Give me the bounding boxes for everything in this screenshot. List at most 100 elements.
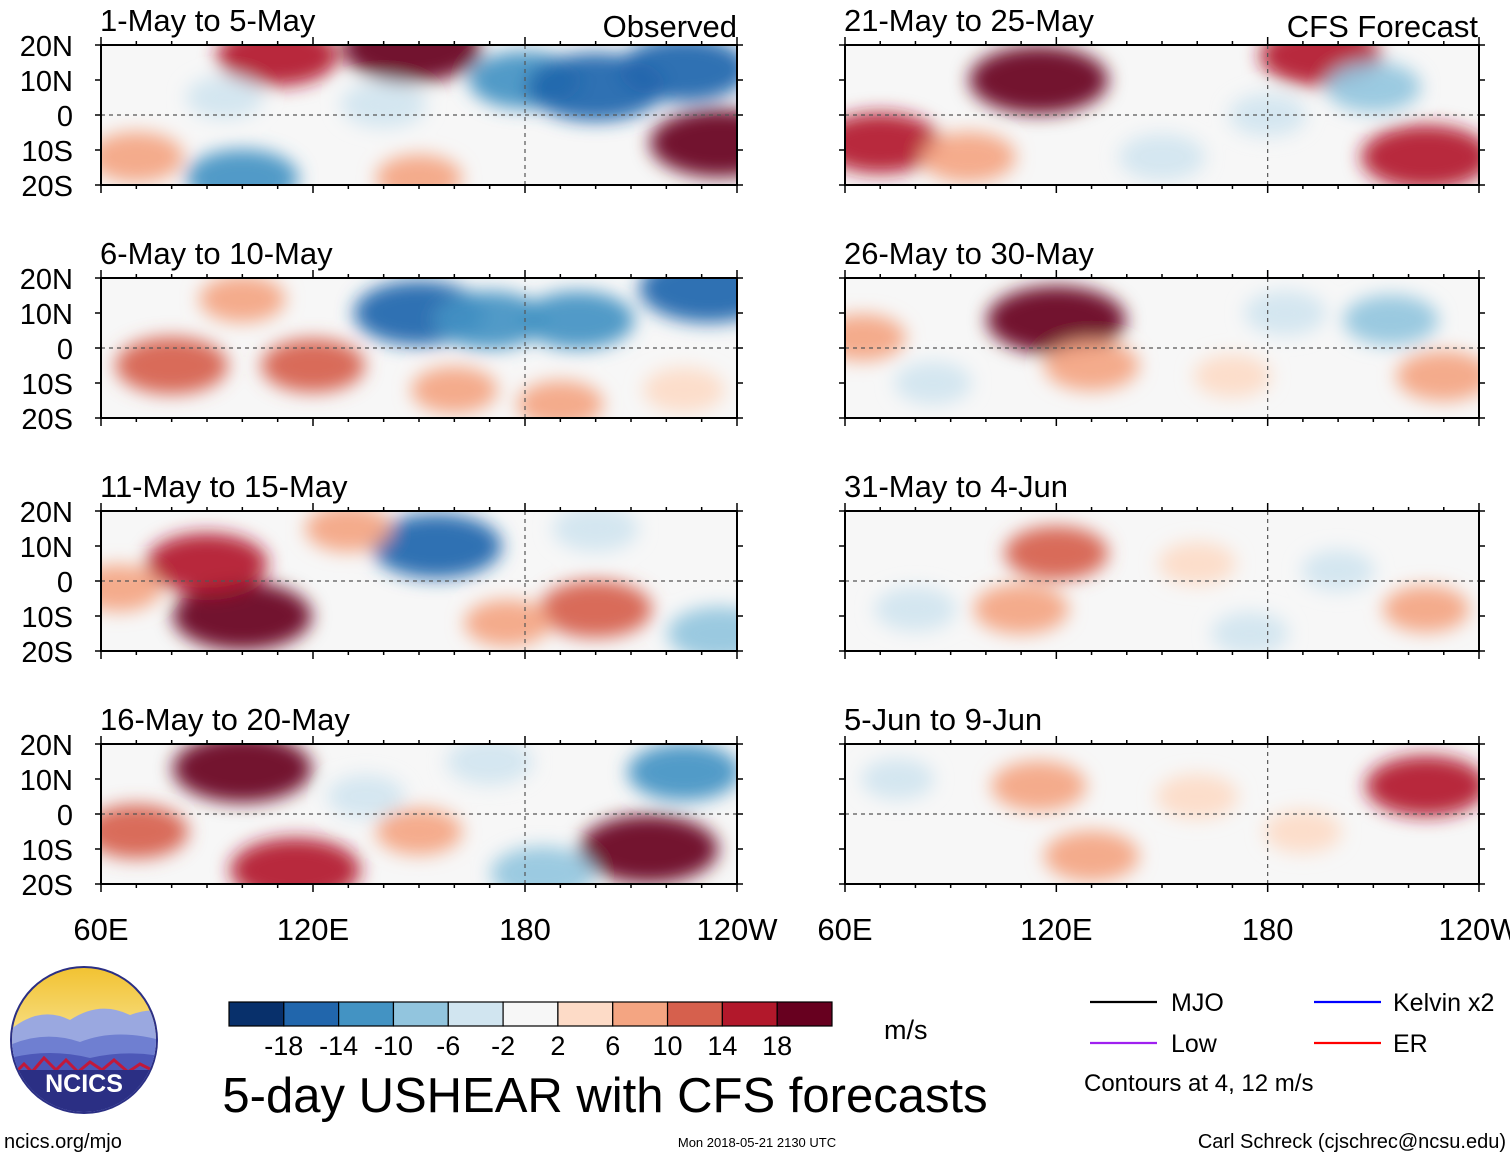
anomaly-mark bbox=[371, 513, 502, 579]
colorbar-swatch bbox=[228, 1001, 285, 1027]
anomaly-mark bbox=[101, 131, 184, 183]
anomaly-mark bbox=[1325, 61, 1421, 113]
anomaly-mark bbox=[101, 564, 162, 612]
y-tick-label: 10N bbox=[20, 66, 73, 98]
anomaly-mark bbox=[433, 291, 547, 349]
anomaly-mark bbox=[1043, 830, 1140, 882]
colorbar-swatch bbox=[447, 1001, 504, 1027]
anomaly-mark bbox=[172, 744, 312, 803]
x-tick-label: 120W bbox=[697, 912, 779, 947]
author-credit: Carl Schreck (cjschrec@ncsu.edu) bbox=[1198, 1131, 1506, 1153]
colorbar-tick-label: 18 bbox=[762, 1031, 792, 1061]
anomaly-mark bbox=[490, 846, 595, 884]
y-tick-label: 20S bbox=[21, 171, 73, 203]
colorbar-tick-label: 14 bbox=[707, 1031, 737, 1061]
timestamp: Mon 2018-05-21 2130 UTC bbox=[678, 1135, 836, 1150]
x-tick-label: 120E bbox=[277, 912, 349, 947]
x-tick-label: 120E bbox=[1020, 912, 1092, 947]
anomaly-mark bbox=[146, 532, 268, 595]
panel-8: 5-Jun to 9-Jun bbox=[839, 702, 1485, 892]
anomaly-mark bbox=[199, 278, 286, 323]
y-tick-label: 10N bbox=[20, 532, 73, 564]
anomaly-mark bbox=[375, 808, 463, 855]
anomaly-mark bbox=[539, 580, 653, 638]
anomaly-mark bbox=[986, 285, 1126, 355]
colorbar-tick-label: 6 bbox=[605, 1031, 620, 1061]
colorbar-swatch bbox=[338, 1001, 395, 1027]
colorbar-tick-label: -14 bbox=[319, 1031, 358, 1061]
anomaly-mark bbox=[517, 380, 604, 418]
anomaly-mark bbox=[920, 131, 1016, 183]
anomaly-mark bbox=[1360, 124, 1479, 185]
x-tick-label: 180 bbox=[499, 912, 551, 947]
y-tick-label: 10S bbox=[21, 602, 73, 634]
anomaly-mark bbox=[552, 511, 639, 552]
panel-title: 11-May to 15-May bbox=[100, 469, 348, 504]
anomaly-mark bbox=[618, 45, 737, 102]
anomaly-mark bbox=[649, 108, 737, 178]
legend-note: Contours at 4, 12 m/s bbox=[1084, 1070, 1313, 1097]
colorbar-tick-label: 10 bbox=[653, 1031, 683, 1061]
anomaly-mark bbox=[1043, 340, 1140, 391]
anomaly-mark bbox=[375, 154, 463, 185]
anomaly-mark bbox=[1382, 585, 1470, 633]
panel-title: 6-May to 10-May bbox=[100, 236, 333, 271]
colorbar-swatch bbox=[721, 1001, 778, 1027]
anomaly-mark bbox=[230, 837, 361, 884]
y-tick-label: 0 bbox=[57, 567, 73, 599]
colorbar-tick-label: -10 bbox=[374, 1031, 413, 1061]
colorbar-swatch bbox=[666, 1001, 723, 1027]
legend-label: MJO bbox=[1171, 989, 1224, 1017]
source-url[interactable]: ncics.org/mjo bbox=[4, 1131, 122, 1153]
forecast-label: CFS Forecast bbox=[1287, 9, 1479, 44]
colorbar-tick-label: -6 bbox=[436, 1031, 460, 1061]
anomaly-mark bbox=[1118, 133, 1206, 181]
anomaly-mark bbox=[446, 744, 533, 785]
anomaly-mark bbox=[411, 366, 498, 414]
anomaly-mark bbox=[305, 511, 392, 552]
legend-label: ER bbox=[1393, 1030, 1428, 1058]
y-tick-label: 10S bbox=[21, 369, 73, 401]
colorbar-swatch bbox=[612, 1001, 669, 1027]
colorbar: -18 -14 -10 -6 -2 2 6 10 14 18 bbox=[228, 1001, 833, 1061]
anomaly-mark bbox=[845, 314, 906, 361]
colorbar-swatch bbox=[557, 1001, 614, 1027]
y-tick-label: 0 bbox=[57, 101, 73, 133]
x-axis-labels: 60E 120E 180 120W 60E 120E 180 120W bbox=[73, 912, 1510, 947]
anomaly-mark bbox=[861, 758, 935, 800]
y-tick-label: 20S bbox=[21, 404, 73, 436]
panel-title: 21-May to 25-May bbox=[844, 3, 1094, 38]
anomaly-mark bbox=[1193, 354, 1272, 398]
anomaly-mark bbox=[894, 361, 972, 405]
panel-title: 26-May to 30-May bbox=[844, 236, 1094, 271]
ncics-logo: NCICS bbox=[10, 966, 158, 1114]
anomaly-mark bbox=[342, 45, 482, 83]
x-tick-label: 60E bbox=[817, 912, 872, 947]
y-tick-label: 10N bbox=[20, 299, 73, 331]
anomaly-mark bbox=[1301, 549, 1375, 592]
y-tick-label: 20N bbox=[20, 730, 73, 762]
legend-label: Low bbox=[1171, 1030, 1218, 1058]
anomaly-mark bbox=[627, 744, 737, 801]
anomaly-mark bbox=[1211, 611, 1289, 651]
anomaly-mark bbox=[874, 586, 957, 632]
colorbar-swatch bbox=[776, 1001, 833, 1027]
legend: MJO Kelvin x2 Low ER bbox=[1090, 989, 1494, 1058]
x-tick-label: 60E bbox=[73, 912, 128, 947]
anomaly-mark bbox=[216, 45, 339, 87]
y-tick-label: 20N bbox=[20, 497, 73, 529]
anomaly-mark bbox=[1228, 93, 1307, 137]
anomaly-mark bbox=[172, 581, 312, 651]
y-tick-label: 20S bbox=[21, 870, 73, 902]
y-tick-label: 20N bbox=[20, 264, 73, 296]
anomaly-mark bbox=[1396, 350, 1479, 402]
anomaly-mark bbox=[643, 367, 725, 413]
anomaly-mark bbox=[327, 774, 405, 819]
anomaly-mark bbox=[101, 804, 189, 859]
anomaly-mark bbox=[1343, 294, 1439, 346]
